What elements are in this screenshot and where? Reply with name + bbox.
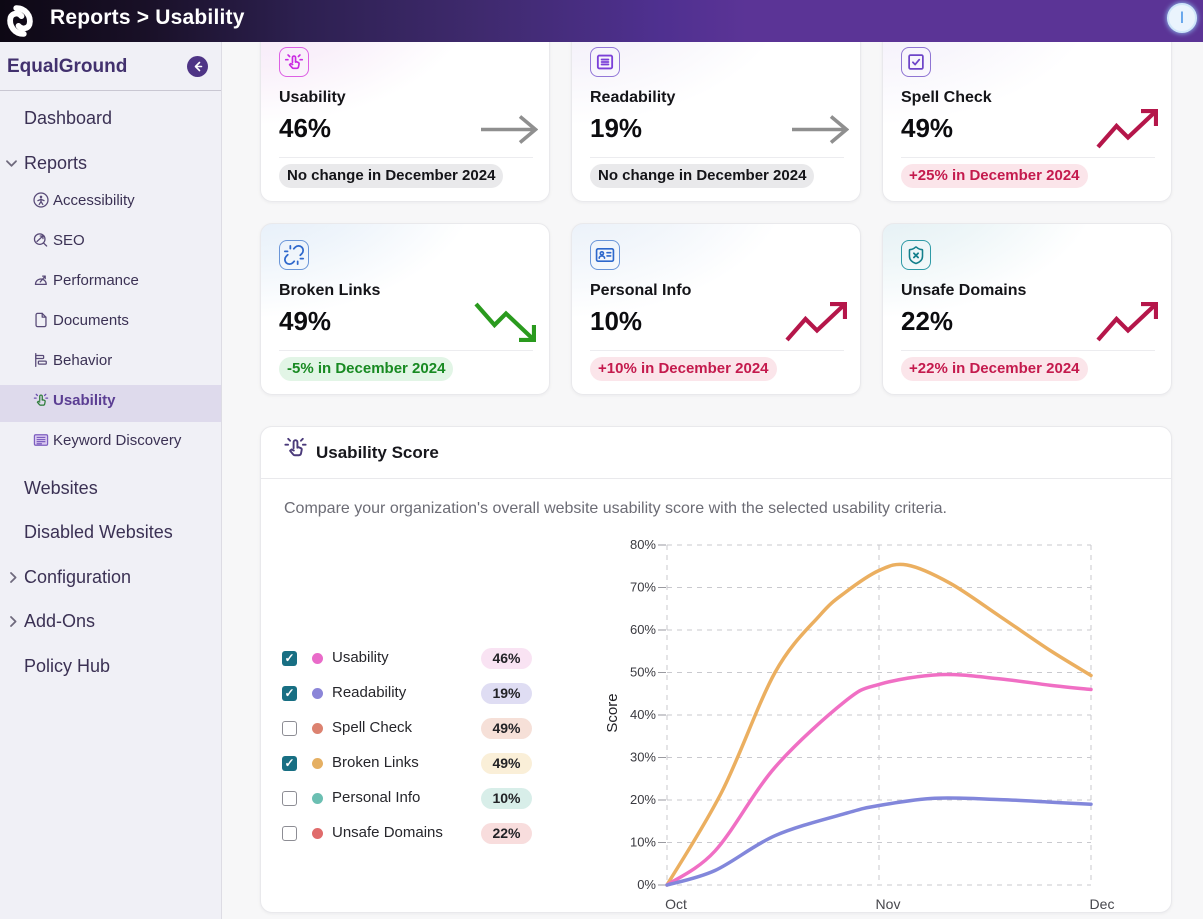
svg-text:Dec: Dec [1090, 896, 1115, 912]
svg-text:0%: 0% [637, 877, 656, 892]
svg-text:Score: Score [604, 693, 621, 732]
svg-text:80%: 80% [630, 537, 656, 552]
svg-text:40%: 40% [630, 707, 656, 722]
svg-text:20%: 20% [630, 792, 656, 807]
svg-text:10%: 10% [630, 835, 656, 850]
svg-text:Nov: Nov [876, 896, 901, 912]
svg-text:70%: 70% [630, 580, 656, 595]
svg-text:30%: 30% [630, 750, 656, 765]
svg-text:50%: 50% [630, 665, 656, 680]
svg-text:60%: 60% [630, 622, 656, 637]
svg-text:Oct: Oct [665, 896, 687, 912]
